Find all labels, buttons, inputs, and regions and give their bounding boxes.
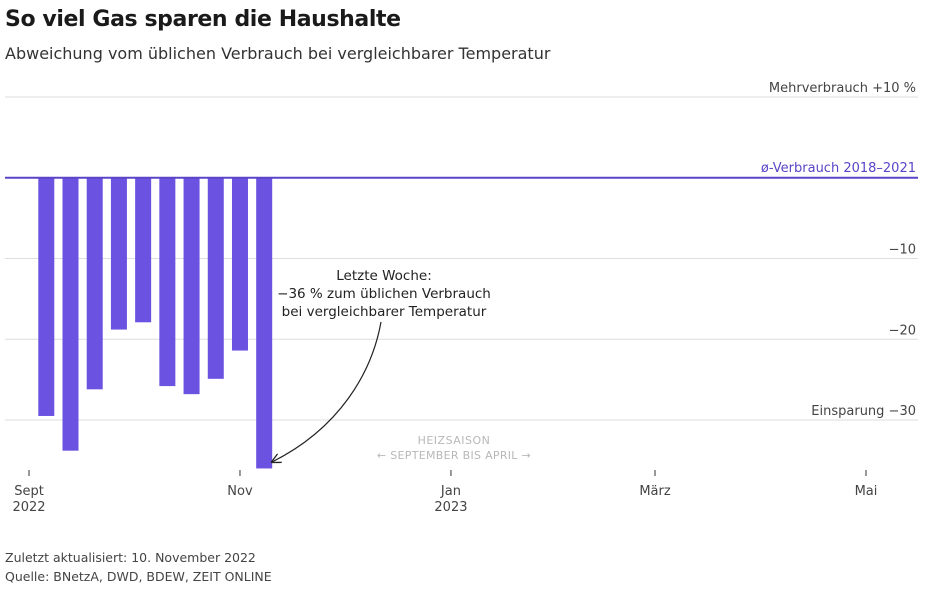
- y-tick-label: −10: [889, 243, 916, 258]
- x-tick-label: März: [639, 484, 671, 499]
- season-label: HEIZSAISON: [418, 434, 491, 447]
- y-tick-label: Mehrverbrauch +10 %: [769, 81, 916, 96]
- y-tick-label: −20: [889, 323, 916, 338]
- season-sublabel: ← SEPTEMBER BIS APRIL →: [377, 449, 531, 462]
- chart-subtitle: Abweichung vom üblichen Verbrauch bei ve…: [5, 44, 551, 63]
- y-tick-label: Einsparung −30: [811, 404, 916, 419]
- bar-week-10: [256, 177, 273, 469]
- bar-week-6: [159, 177, 176, 387]
- bar-week-4: [110, 177, 127, 330]
- annotation-line-1: Letzte Woche:: [336, 268, 432, 284]
- x-tick-label: Jan: [440, 484, 461, 499]
- bar-week-2: [62, 177, 79, 451]
- bar-week-5: [135, 177, 152, 323]
- baseline-label: ø-Verbrauch 2018–2021: [761, 161, 916, 176]
- bar-week-8: [207, 177, 224, 379]
- chart-title: So viel Gas sparen die Haushalte: [5, 7, 401, 32]
- x-tick-sublabel: 2022: [12, 500, 45, 515]
- footer-source: Quelle: BNetzA, DWD, BDEW, ZEIT ONLINE: [5, 569, 272, 584]
- x-tick-label: Sept: [14, 484, 44, 499]
- annotation-line-2: −36 % zum üblichen Verbrauch: [277, 286, 491, 302]
- x-tick-label: Nov: [227, 484, 253, 499]
- bar-week-9: [231, 177, 248, 351]
- footer-updated: Zuletzt aktualisiert: 10. November 2022: [5, 550, 256, 565]
- annotation-line-3: bei vergleichbarer Temperatur: [282, 304, 487, 320]
- bar-week-1: [38, 177, 55, 416]
- x-tick-sublabel: 2023: [434, 500, 467, 515]
- annotation-arrow: [272, 321, 382, 462]
- x-tick-label: Mai: [855, 484, 878, 499]
- bar-week-3: [86, 177, 103, 390]
- bar-week-7: [183, 177, 200, 395]
